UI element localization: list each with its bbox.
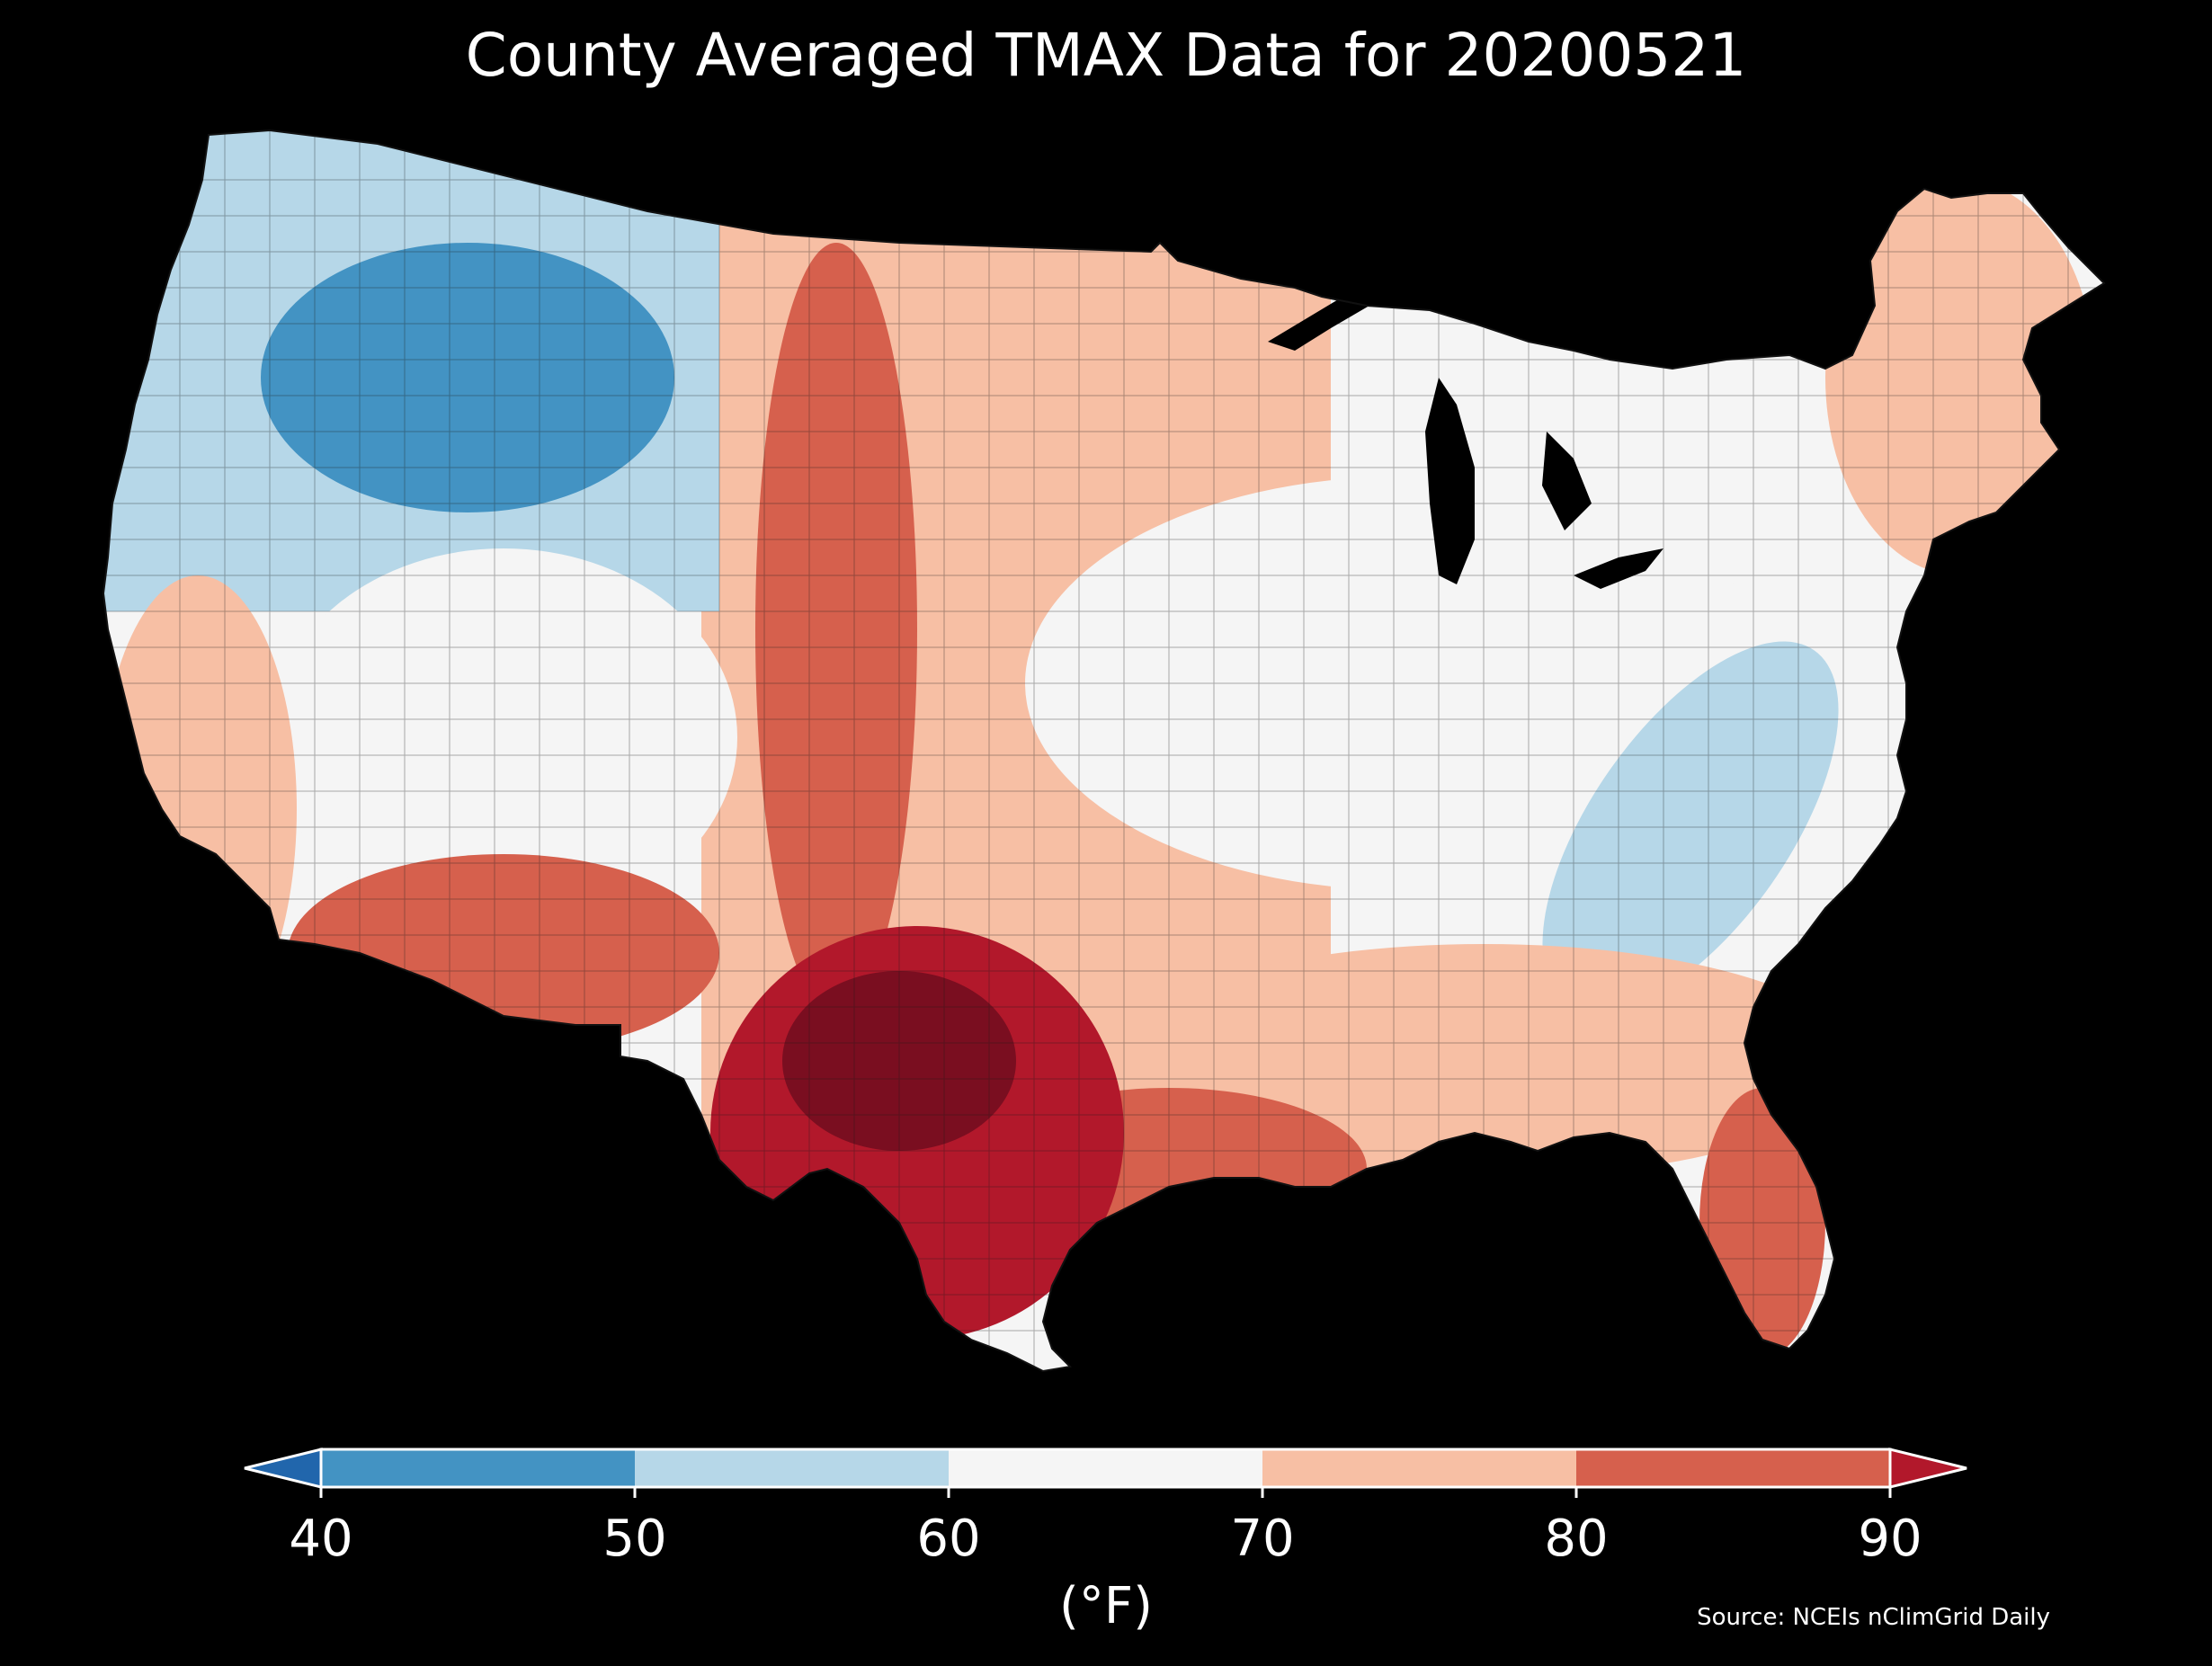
- colorbar-tick-90: 90: [1858, 1510, 1922, 1568]
- colorbar-bins: [321, 1449, 1890, 1487]
- colorbar-tick-40: 40: [289, 1510, 353, 1568]
- colorbar-tick-60: 60: [916, 1510, 981, 1568]
- colorbar-frame: [319, 1448, 1892, 1489]
- colorbar-extend-over: [1888, 1448, 1967, 1489]
- lake-erie: [1574, 548, 1663, 589]
- colorbar-bin-60-70: [949, 1449, 1262, 1487]
- appalachian-fill-50-60: [1542, 641, 1839, 1013]
- lake-huron: [1542, 432, 1592, 530]
- high-plains-fill-80-90: [755, 243, 917, 1016]
- colorbar-bin-40-50: [321, 1449, 635, 1487]
- colorbar-extend-under: [244, 1448, 323, 1489]
- colorbar-tick-80: 80: [1544, 1510, 1609, 1568]
- colorbar-tick-70: 70: [1230, 1510, 1295, 1568]
- rockies-fill-40-50: [261, 243, 674, 512]
- map-title: County Averaged TMAX Data for 20200521: [465, 21, 1747, 90]
- northeast-fill-70-80: [1825, 180, 2095, 575]
- basin-fill-60-70: [270, 548, 737, 926]
- source-credit: Source: NCEIs nClimGrid Daily: [1697, 1604, 2050, 1631]
- lake-michigan: [1425, 378, 1475, 584]
- colorbar-bin-80-90: [1576, 1449, 1890, 1487]
- colorbar-bin-70-80: [1262, 1449, 1576, 1487]
- colorbar-tick-marks: [319, 1487, 1892, 1498]
- texas-core-fill: [782, 971, 1016, 1151]
- colorbar-bin-50-60: [635, 1449, 949, 1487]
- colorbar-tick-50: 50: [602, 1510, 667, 1568]
- us-outline: [102, 129, 2106, 1373]
- colorbar-units-label: (°F): [1059, 1577, 1153, 1635]
